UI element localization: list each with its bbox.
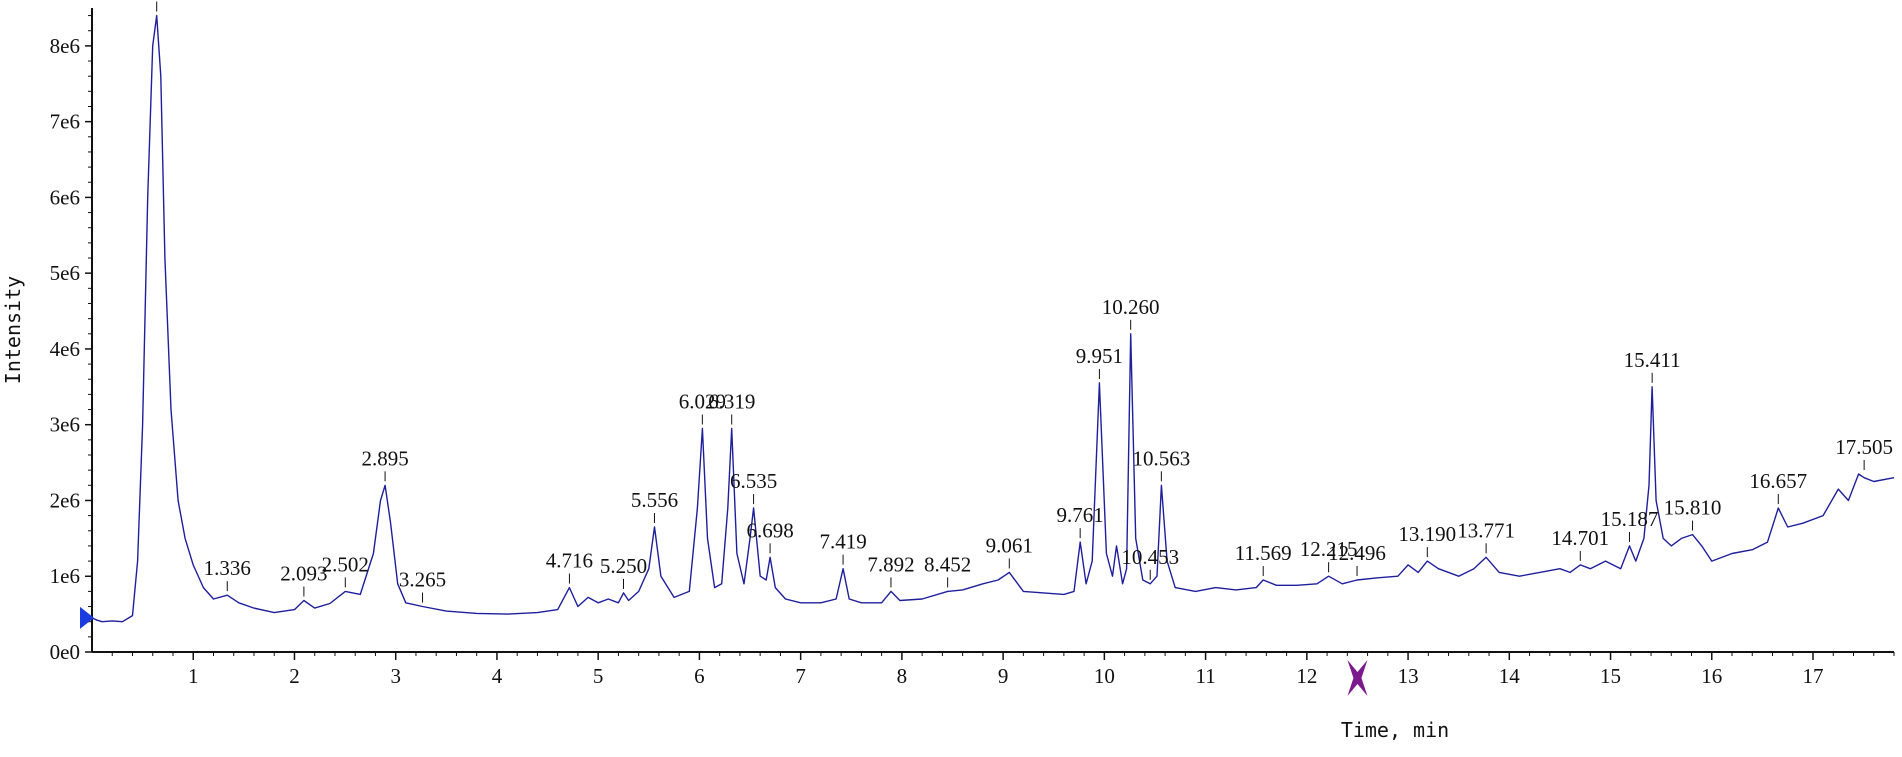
y-tick-label: 7e6 <box>50 110 80 134</box>
peak-label: 17.505 <box>1835 435 1893 459</box>
peak-label: 6.698 <box>746 518 793 542</box>
x-tick-label: 10 <box>1094 664 1115 688</box>
peak-label: 9.951 <box>1076 344 1123 368</box>
x-tick-label: 15 <box>1600 664 1621 688</box>
peak-label: 6.319 <box>708 389 755 413</box>
peak-label: 0.639 <box>133 0 180 1</box>
peak-label: 15.187 <box>1601 507 1659 531</box>
x-tick-label: 9 <box>998 664 1009 688</box>
peak-label: 13.190 <box>1398 522 1456 546</box>
peak-label: 16.657 <box>1749 469 1807 493</box>
x-tick-label: 7 <box>795 664 806 688</box>
peak-label: 3.265 <box>399 568 446 592</box>
peak-label: 11.569 <box>1235 541 1292 565</box>
peak-label: 1.336 <box>204 556 251 580</box>
peak-label: 2.093 <box>280 561 327 585</box>
x-tick-label: 1 <box>188 664 199 688</box>
x-tick-label: 13 <box>1398 664 1419 688</box>
y-tick-label: 8e6 <box>50 34 80 58</box>
y-tick-label: 1e6 <box>50 564 80 588</box>
peak-label: 4.716 <box>546 549 593 573</box>
peak-label: 5.556 <box>631 488 678 512</box>
start-arrow-icon <box>80 606 94 629</box>
x-tick-label: 16 <box>1701 664 1722 688</box>
tic-series-line <box>91 14 1895 623</box>
peak-label: 6.029 <box>679 389 726 413</box>
x-tick-label: 6 <box>694 664 705 688</box>
y-tick-label: 4e6 <box>50 337 80 361</box>
peak-label: 9.761 <box>1057 503 1104 527</box>
peak-label: 13.771 <box>1457 518 1515 542</box>
peak-label: 15.411 <box>1624 348 1681 372</box>
peak-label: 10.260 <box>1102 295 1160 319</box>
peak-label: 12.215 <box>1300 537 1358 561</box>
y-tick-label: 3e6 <box>50 413 80 437</box>
peak-label: 5.250 <box>600 554 647 578</box>
peak-label: 9.061 <box>986 533 1033 557</box>
x-tick-label: 3 <box>390 664 401 688</box>
x-tick-label: 11 <box>1195 664 1215 688</box>
peak-label: 2.502 <box>322 552 369 576</box>
x-tick-label: 17 <box>1803 664 1824 688</box>
peak-label: 8.452 <box>924 552 971 576</box>
axes <box>91 8 1894 653</box>
x-tick-label: 8 <box>897 664 908 688</box>
peak-label: 7.892 <box>867 552 914 576</box>
x-tick-label: 5 <box>593 664 604 688</box>
series-layer <box>91 14 1895 623</box>
peak-label: 10.453 <box>1121 545 1179 569</box>
peak-label: 14.701 <box>1551 526 1609 550</box>
y-tick-label: 0e0 <box>50 640 80 664</box>
cursor-marker-icon <box>1347 660 1368 696</box>
peak-label: 2.895 <box>361 446 408 470</box>
y-axis-title: Intensity <box>1 276 25 384</box>
peak-label: 10.563 <box>1132 446 1190 470</box>
x-tick-label: 2 <box>289 664 300 688</box>
markers <box>80 606 1368 696</box>
x-axis-title: Time, min <box>1341 718 1449 742</box>
x-tick-label: 14 <box>1499 664 1521 688</box>
peak-label: 15.810 <box>1664 496 1722 520</box>
peak-label: 6.535 <box>730 469 777 493</box>
peak-label: 7.419 <box>819 530 866 554</box>
y-tick-label: 2e6 <box>50 488 80 512</box>
x-tick-label: 12 <box>1296 664 1317 688</box>
y-tick-label: 6e6 <box>50 185 80 209</box>
peak-label: 12.496 <box>1328 541 1386 565</box>
x-tick-label: 4 <box>492 664 503 688</box>
y-tick-label: 5e6 <box>50 261 80 285</box>
